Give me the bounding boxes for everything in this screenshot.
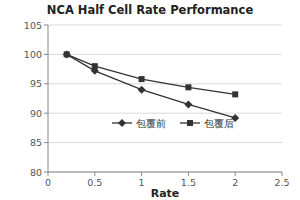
tick xyxy=(141,172,142,176)
tick xyxy=(48,172,49,176)
x-axis xyxy=(48,172,282,173)
legend-marker xyxy=(118,119,126,127)
x-label: Rate xyxy=(151,187,180,200)
legend: 包覆前 包覆后 xyxy=(112,118,234,129)
tick-label: 0.5 xyxy=(87,177,102,188)
series-line xyxy=(67,54,235,118)
tick-label: 90 xyxy=(30,108,42,119)
tick xyxy=(44,142,48,143)
tick xyxy=(44,25,48,26)
tick xyxy=(44,54,48,55)
grid-line xyxy=(48,25,282,26)
marker xyxy=(139,76,145,82)
chart: NCA Half Cell Rate Performance8085909510… xyxy=(0,0,300,200)
tick-label: 1 xyxy=(139,177,145,188)
tick xyxy=(282,172,283,176)
tick-label: 1.5 xyxy=(181,177,196,188)
tick xyxy=(235,172,236,176)
marker xyxy=(232,91,238,97)
tick xyxy=(94,172,95,176)
legend-label: 包覆前 xyxy=(136,118,166,129)
marker xyxy=(63,50,71,58)
tick xyxy=(44,113,48,114)
grid-line xyxy=(48,142,282,143)
tick-label: 100 xyxy=(24,49,42,60)
grid-line xyxy=(48,113,282,114)
tick-label: 0 xyxy=(45,177,51,188)
plot xyxy=(63,50,239,122)
tick xyxy=(44,83,48,84)
grid-line xyxy=(48,172,282,173)
y-axis xyxy=(48,25,49,172)
tick-label: 2.5 xyxy=(274,177,289,188)
series-line xyxy=(67,54,235,94)
tick-label: 85 xyxy=(30,137,42,148)
legend-label: 包覆后 xyxy=(204,118,234,129)
marker xyxy=(138,86,146,94)
legend-marker xyxy=(187,120,193,126)
marker xyxy=(64,51,70,57)
marker xyxy=(184,100,192,108)
tick-label: 105 xyxy=(24,20,42,31)
tick-label: 2 xyxy=(232,177,238,188)
marker xyxy=(185,84,191,90)
tick xyxy=(188,172,189,176)
tick xyxy=(44,172,48,173)
title: NCA Half Cell Rate Performance xyxy=(47,3,254,17)
tick-label: 80 xyxy=(30,167,42,178)
tick-label: 95 xyxy=(30,78,42,89)
grid-line xyxy=(48,54,282,55)
marker xyxy=(92,63,98,69)
